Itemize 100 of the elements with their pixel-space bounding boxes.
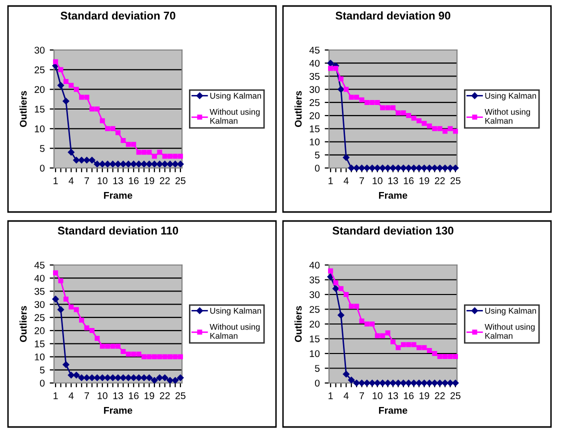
point (332, 285, 340, 292)
point (146, 354, 152, 360)
point (78, 156, 85, 164)
x-tick-label: 7 (84, 177, 89, 184)
point (152, 354, 157, 360)
legend-label: Without using Kalman (210, 324, 260, 339)
point (136, 352, 142, 357)
y-tick-label: 25 (310, 99, 320, 106)
point (73, 372, 80, 378)
x-tick-label: 1 (328, 177, 333, 184)
point (422, 120, 427, 126)
point (116, 130, 120, 136)
point (394, 380, 402, 386)
x-tick-label: 16 (128, 392, 139, 400)
x-axis-title: Frame (104, 407, 132, 414)
point (333, 66, 338, 71)
point (84, 94, 90, 100)
point (151, 160, 158, 168)
x-tick-label: 22 (160, 392, 170, 400)
x-tick-label: 13 (113, 177, 123, 184)
point (63, 78, 68, 84)
point (84, 325, 90, 330)
point (142, 354, 147, 360)
y-tick-label: 45 (309, 46, 320, 54)
point (58, 67, 64, 72)
point (136, 374, 142, 382)
point (88, 156, 96, 164)
point (89, 106, 94, 112)
point (151, 377, 158, 384)
point (120, 160, 126, 168)
point (368, 164, 376, 172)
y-tick-label: 20 (310, 320, 320, 328)
point (89, 328, 94, 334)
y-tick-label: 35 (310, 276, 320, 284)
point (172, 377, 178, 384)
point (374, 380, 381, 386)
y-tick-label: 0 (40, 164, 45, 172)
y-tick-label: 20 (310, 112, 320, 120)
point (100, 344, 105, 349)
y-tick-label: 0 (40, 380, 45, 387)
point (370, 100, 375, 105)
point (437, 354, 442, 359)
point (364, 100, 370, 105)
point (327, 60, 334, 66)
point (405, 164, 412, 172)
point (338, 86, 344, 93)
point (166, 160, 174, 168)
point (410, 164, 418, 172)
point (140, 374, 148, 382)
point (411, 116, 416, 121)
point (359, 97, 364, 102)
point (374, 100, 380, 105)
point (416, 118, 422, 124)
x-tick-label: 10 (372, 392, 382, 400)
y-tick-label: 5 (314, 152, 320, 159)
point (446, 164, 454, 172)
point (396, 345, 401, 350)
point (177, 160, 184, 168)
x-tick-label: 1 (54, 177, 58, 184)
y-tick-label: 30 (310, 86, 320, 93)
point (162, 354, 168, 360)
point (348, 94, 354, 100)
point (131, 142, 136, 147)
point (416, 345, 422, 350)
point (426, 380, 433, 386)
point (328, 268, 334, 274)
x-tick-label: 7 (360, 392, 364, 400)
x-tick-label: 10 (98, 392, 108, 400)
point (116, 344, 120, 349)
point (364, 322, 370, 326)
point (94, 106, 100, 112)
point (400, 380, 407, 386)
x-tick-label: 4 (344, 177, 349, 184)
y-axis-title: Outliers (20, 306, 27, 342)
point (342, 154, 350, 161)
x-tick-label: 16 (128, 177, 139, 184)
point (110, 374, 116, 382)
point (142, 150, 147, 155)
y-tick-label: 10 (310, 138, 320, 146)
x-tick-label: 22 (160, 177, 170, 184)
point (354, 94, 360, 100)
point (62, 361, 70, 368)
point (84, 156, 90, 164)
y-tick-label: 5 (40, 145, 45, 152)
legend-label: Without using Kalman (484, 324, 535, 339)
point (359, 318, 364, 324)
point (338, 312, 344, 318)
point (406, 342, 412, 348)
y-tick-label: 25 (310, 306, 320, 313)
point (446, 380, 454, 386)
point (442, 380, 448, 386)
x-tick-label: 22 (434, 177, 445, 184)
point (58, 306, 64, 313)
point (74, 307, 79, 312)
legend-label: Using Kalman (210, 308, 262, 316)
point (400, 110, 406, 116)
x-tick-label: 13 (113, 392, 123, 400)
point (172, 154, 178, 159)
x-tick-label: 13 (388, 392, 398, 400)
point (99, 374, 106, 382)
